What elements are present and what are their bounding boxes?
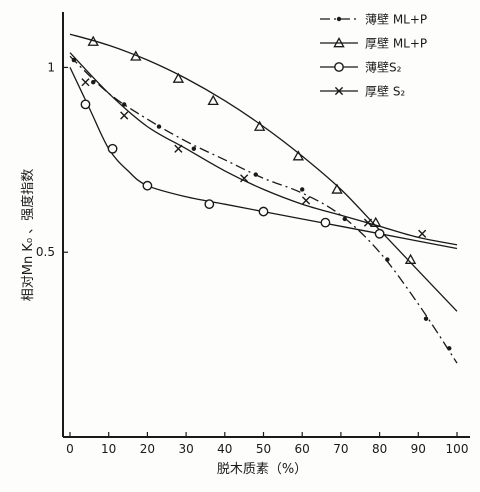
series-2-point-5 — [253, 120, 266, 131]
x-tick-label-80: 80 — [372, 442, 387, 456]
series-1-point-3 — [121, 102, 127, 107]
x-tick-label-70: 70 — [333, 442, 348, 456]
legend-label-2: 厚壁 ML+P — [365, 36, 427, 51]
series-1-point-2 — [91, 80, 96, 85]
series-4-point-7 — [418, 229, 427, 238]
series-1-point-11 — [447, 346, 452, 351]
y-axis-label: 相对Mn K₀ 、强度指数 — [20, 169, 36, 301]
x-tick-label-30: 30 — [178, 442, 193, 456]
series-1-point-8 — [342, 216, 347, 222]
x-tick-label-60: 60 — [295, 442, 310, 456]
series-3-point-5 — [258, 206, 269, 217]
series-1-point-9 — [385, 257, 390, 262]
x-tick-label-0: 0 — [66, 442, 74, 456]
series-1-point-7 — [300, 187, 305, 192]
series-4-point-5 — [301, 196, 311, 205]
series-4-point-2 — [120, 111, 129, 120]
x-tick-label-20: 20 — [140, 442, 155, 456]
x-tick-label-100: 100 — [446, 442, 469, 456]
series-2-point-9 — [404, 253, 417, 264]
series-3-point-6 — [320, 217, 331, 228]
legend-item-3: 薄壁S₂ — [320, 60, 402, 75]
series-4 — [69, 52, 458, 246]
legend-item-4: 厚壁 S₂ — [320, 84, 405, 99]
series-3-point-7 — [374, 228, 385, 239]
legend: 薄壁 ML+P 厚壁 ML+P 薄壁S₂ 厚壁 S₂ — [320, 12, 427, 99]
series-4-point-1 — [81, 78, 90, 87]
series-3-point-4 — [204, 199, 215, 210]
series-2-point-4 — [207, 94, 219, 106]
x-axis-label: 脱木质素（%） — [217, 462, 307, 477]
series-1-point-10 — [423, 316, 429, 321]
legend-marker-3 — [334, 62, 344, 72]
legend-item-1: 薄壁 ML+P — [320, 12, 427, 27]
series-2-point-2 — [130, 50, 142, 61]
series-1-line — [69, 55, 458, 364]
series-4-point-6 — [363, 218, 373, 227]
series-3-point-1 — [80, 99, 91, 110]
y-tick-label-0.5: 0.5 — [36, 245, 55, 259]
x-tick-label-90: 90 — [411, 442, 426, 456]
series-3-point-3 — [142, 180, 153, 191]
legend-label-4: 厚壁 S₂ — [365, 84, 405, 99]
legend-item-2: 厚壁 ML+P — [320, 36, 427, 51]
x-tick-label-50: 50 — [256, 442, 271, 456]
legend-marker-2 — [333, 37, 345, 48]
series-4-point-4 — [240, 174, 249, 183]
series-2 — [69, 33, 458, 312]
x-tick-label-40: 40 — [217, 442, 232, 456]
series-3-point-2 — [107, 143, 118, 154]
y-tick-label-1: 1 — [47, 60, 55, 74]
series-1-point-4 — [156, 124, 162, 129]
series-layer — [69, 33, 458, 364]
series-4-point-3 — [174, 144, 183, 153]
series-1 — [69, 55, 458, 364]
series-2-line — [69, 33, 458, 312]
series-1-point-6 — [253, 172, 258, 177]
axes: 0 10 20 30 40 50 60 70 80 90 100 0.5 1 — [36, 12, 470, 456]
series-1-point-1 — [71, 57, 77, 63]
series-1-point-5 — [191, 146, 197, 151]
legend-label-1: 薄壁 ML+P — [365, 12, 427, 27]
series-2-point-8 — [370, 216, 382, 227]
series-2-point-1 — [87, 35, 99, 46]
series-2-point-3 — [172, 72, 185, 83]
series-4-line — [69, 52, 458, 246]
legend-label-3: 薄壁S₂ — [365, 60, 402, 75]
x-tick-label-10: 10 — [101, 442, 116, 456]
legend-marker-1 — [336, 16, 342, 22]
series-3 — [69, 67, 458, 250]
series-2-point-7 — [331, 183, 343, 194]
legend-marker-4 — [334, 86, 344, 96]
series-2-point-6 — [292, 150, 305, 161]
